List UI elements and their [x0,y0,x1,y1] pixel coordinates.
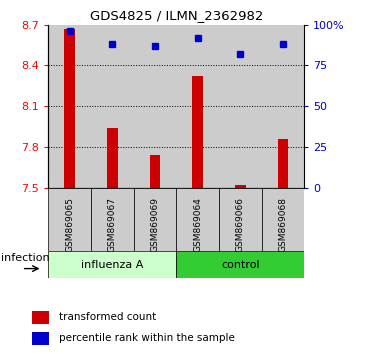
Bar [262,25,304,188]
Bar [176,25,219,188]
Bar [150,155,160,188]
Bar [91,188,134,251]
Text: percentile rank within the sample: percentile rank within the sample [59,333,234,343]
Text: influenza A: influenza A [81,259,144,270]
Bar [91,25,134,188]
Text: transformed count: transformed count [59,312,156,322]
Bar [134,188,176,251]
Bar [176,251,304,278]
Text: GSM869065: GSM869065 [65,197,74,252]
Text: control: control [221,259,260,270]
Text: GSM869068: GSM869068 [278,197,288,252]
Text: GSM869069: GSM869069 [150,197,160,252]
Bar [48,251,176,278]
Text: infection: infection [1,253,50,263]
Bar [278,139,288,188]
Bar [64,29,75,188]
Bar [262,188,304,251]
Bar [235,185,246,188]
Text: GSM869067: GSM869067 [108,197,117,252]
Bar [192,76,203,188]
Bar [134,25,176,188]
Text: GSM869066: GSM869066 [236,197,245,252]
Text: GSM869064: GSM869064 [193,197,202,252]
Bar [32,332,49,345]
Title: GDS4825 / ILMN_2362982: GDS4825 / ILMN_2362982 [89,9,263,22]
Bar [176,188,219,251]
Bar [219,25,262,188]
Bar [32,311,49,324]
Bar [219,188,262,251]
Bar [48,188,91,251]
Bar [48,25,91,188]
Bar [107,128,118,188]
